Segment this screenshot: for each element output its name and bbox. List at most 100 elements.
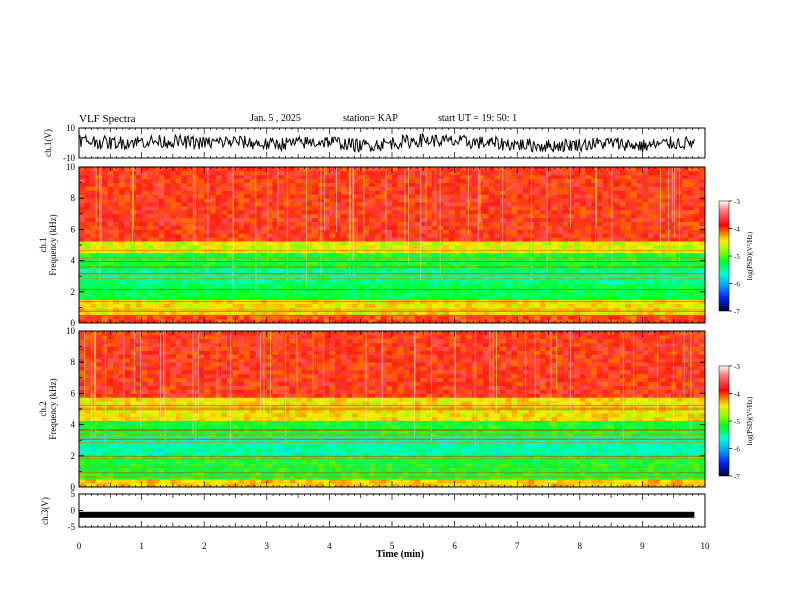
spectrogram-cell [534, 225, 541, 230]
spectrogram-cell [135, 342, 142, 347]
spectrogram-cell [403, 284, 410, 289]
spectrogram-cell [209, 233, 216, 238]
spectrogram-cell [90, 178, 97, 183]
spectrogram-cell [255, 167, 262, 172]
spectrogram-cell [392, 174, 399, 180]
spectrogram-cell [244, 167, 251, 172]
spectrogram-cell [687, 213, 695, 219]
spectrogram-cell [625, 237, 632, 242]
spectrogram-cell [323, 167, 330, 172]
spectrogram-cell [534, 233, 541, 238]
spectrogram-cell [118, 260, 125, 265]
spectrogram-cell [135, 178, 142, 183]
spectrogram-cell [636, 307, 643, 312]
spectrogram-cell [238, 287, 245, 293]
spectrogram-cell [135, 436, 142, 441]
spectrogram-cell [608, 284, 615, 289]
spectrogram-cell [465, 284, 473, 289]
spectrogram-cell [608, 194, 615, 199]
colorbar-tick-label: -6 [734, 281, 740, 289]
spectrogram-cell [283, 202, 290, 207]
spectrogram-cell [147, 272, 154, 277]
spectrogram-cell [431, 229, 438, 234]
spectrogram-cell [232, 315, 239, 320]
spectrogram-cell [96, 170, 103, 176]
spectrogram-cell [682, 194, 689, 199]
spectrogram-cell [568, 190, 575, 195]
spectrogram-cell [500, 291, 507, 297]
spectrogram-cell [306, 174, 313, 180]
spectrogram-cell [113, 291, 120, 297]
spectrogram-cell [465, 276, 473, 281]
spectrogram-cell [295, 295, 302, 300]
spectrogram-cell [170, 284, 177, 289]
spectrogram-cell [591, 221, 598, 226]
spectrogram-cell [613, 225, 621, 230]
spectrogram-cell [130, 334, 137, 340]
spectrogram-cell [96, 213, 103, 219]
spectrogram-cell [90, 291, 97, 297]
spectrogram-cell [107, 393, 114, 398]
spectrogram-cell [232, 268, 239, 273]
spectrogram-cell [295, 280, 302, 285]
spectrogram-cell [591, 287, 598, 293]
spectrogram-cell [613, 194, 621, 199]
spectrogram-cell [596, 260, 603, 265]
spectrogram-cell [152, 190, 160, 195]
spectrogram-cell [511, 303, 518, 308]
spectrogram-cell [329, 217, 336, 222]
spectrogram-cell [232, 229, 239, 234]
spectrogram-cell [670, 206, 677, 211]
spectrogram-cell [431, 315, 438, 320]
spectrogram-cell [107, 409, 114, 414]
spectrogram-cell [625, 280, 632, 285]
spectrogram-cell [670, 241, 677, 246]
spectrogram-cell [483, 237, 490, 242]
spectrogram-cell [454, 284, 461, 289]
spectrogram-cell [118, 237, 125, 242]
spectrogram-cell [170, 241, 177, 246]
spectrogram-cell [215, 260, 222, 265]
spectrogram-cell [124, 276, 131, 281]
spectrogram-cell [665, 190, 672, 195]
spectrogram-cell [551, 264, 558, 269]
spectrogram-cell [454, 248, 461, 254]
spectrogram-cell [545, 248, 552, 254]
spectrogram-cell [147, 241, 154, 246]
spectrogram-cell [289, 248, 296, 254]
spectrogram-cell [363, 229, 370, 234]
spectrogram-cell [357, 245, 364, 250]
spectrogram-cell [437, 256, 444, 261]
spectrogram-cell [579, 248, 586, 254]
spectrogram-cell [448, 256, 455, 261]
spectrogram-cell [181, 264, 188, 269]
spectrogram-cell [511, 170, 518, 176]
spectrogram-cell [392, 287, 399, 293]
spectrogram-cell [164, 229, 171, 234]
spectrogram-cell [693, 209, 700, 215]
spectrogram-cell [494, 213, 501, 219]
spectrogram-cell [130, 448, 137, 453]
spectrogram-cell [517, 245, 524, 250]
spectrogram-cell [693, 194, 700, 199]
spectrogram-cell [670, 276, 677, 281]
spectrogram-cell [369, 178, 376, 183]
spectrogram-cell [522, 260, 529, 265]
spectrogram-cell [283, 174, 290, 180]
spectrogram-cell [557, 287, 564, 293]
spectrogram-cell [215, 307, 222, 312]
spectrogram-cell [522, 268, 529, 273]
spectrogram-cell [295, 291, 302, 297]
spectrogram-cell [374, 182, 382, 187]
spectrogram-cell [557, 248, 564, 254]
spectrogram-cell [226, 178, 234, 183]
spectrogram-cell [79, 311, 86, 316]
spectrogram-cell [505, 287, 512, 293]
spectrogram-cell [272, 303, 279, 308]
spectrogram-cell [625, 256, 632, 261]
spectrogram-cell [198, 260, 205, 265]
spectrogram-cell [409, 182, 416, 187]
spectrogram-cell [386, 311, 393, 316]
spectrogram-cell [522, 248, 529, 254]
spectrogram-cell [562, 280, 569, 285]
